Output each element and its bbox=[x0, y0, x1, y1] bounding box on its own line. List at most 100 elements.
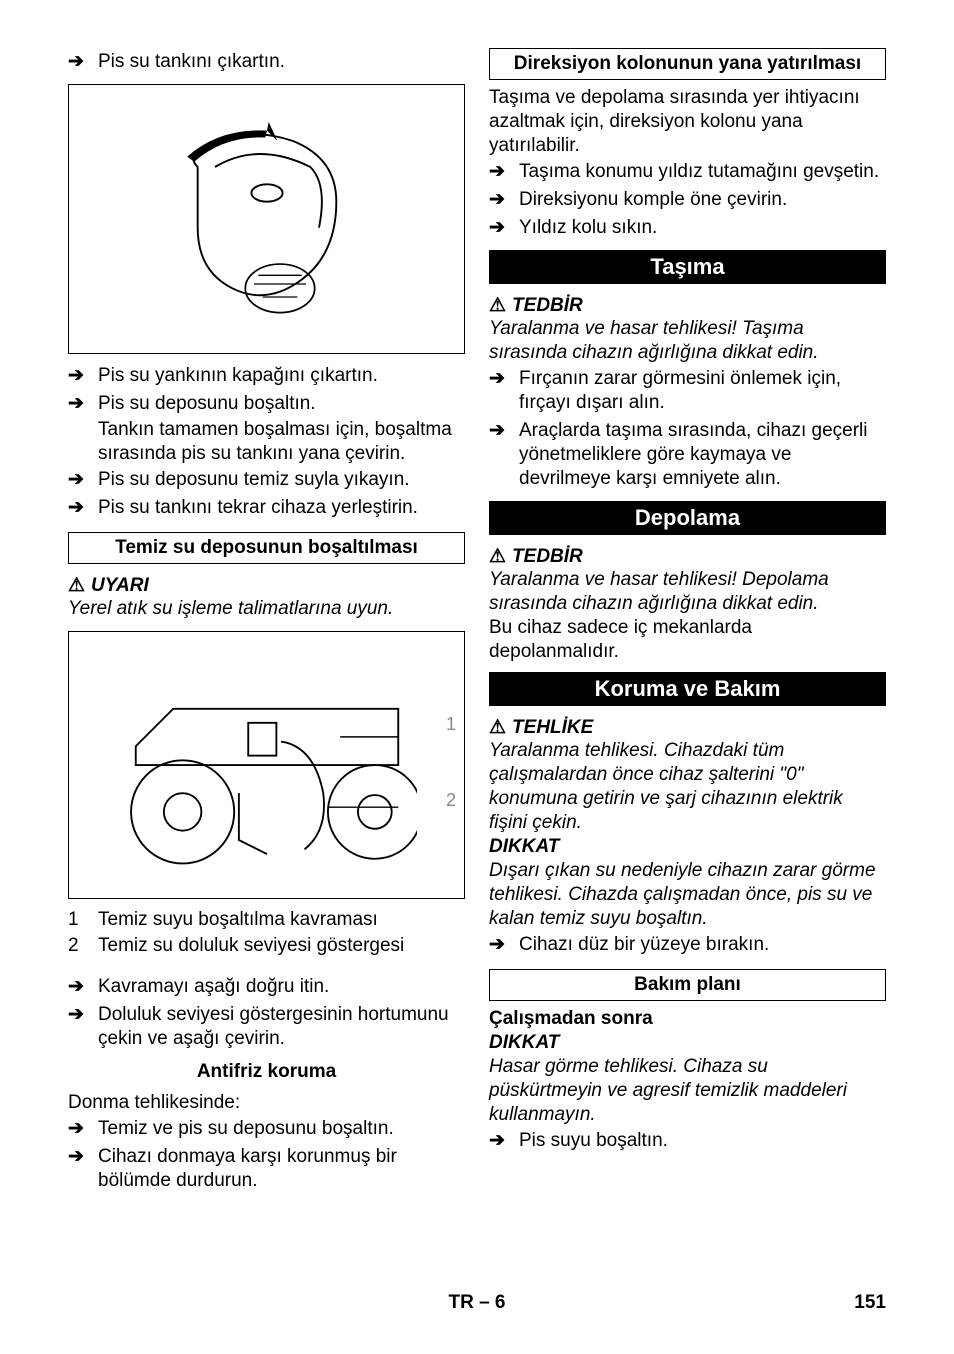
warning-label: UYARI bbox=[91, 575, 149, 596]
danger-text: Yaralanma tehlikesi. Cihazdaki tüm çalış… bbox=[489, 739, 886, 835]
arrow-icon: ➔ bbox=[489, 367, 519, 391]
section-care: Koruma ve Bakım bbox=[489, 672, 886, 706]
arrow-icon: ➔ bbox=[489, 933, 519, 957]
paragraph: Bu cihaz sadece iç mekanlarda depolanmal… bbox=[489, 616, 886, 664]
figure-drain: 1 2 bbox=[68, 631, 465, 899]
arrow-icon: ➔ bbox=[489, 1129, 519, 1153]
step-item: ➔ Pis suyu boşaltın. bbox=[489, 1129, 886, 1153]
step-text: Pis su deposunu temiz suyla yıkayın. bbox=[98, 468, 465, 492]
callout-2: 2 bbox=[446, 790, 456, 811]
step-text: Direksiyonu komple öne çevirin. bbox=[519, 188, 886, 212]
arrow-icon: ➔ bbox=[489, 188, 519, 212]
left-column: ➔ Pis su tankını çıkartın. bbox=[68, 48, 465, 1272]
danger-tehlike: ⚠ TEHLİKE bbox=[489, 716, 886, 739]
spacer bbox=[68, 959, 465, 973]
step-item: ➔ Taşıma konumu yıldız tutamağını gevşet… bbox=[489, 160, 886, 184]
caution-text: Yaralanma ve hasar tehlikesi! Depolama s… bbox=[489, 568, 886, 616]
warning-icon: ⚠ bbox=[489, 717, 506, 738]
step-item: ➔ Cihazı donmaya karşı korunmuş bir bölü… bbox=[68, 1145, 465, 1193]
warning-text: Yerel atık su işleme talimatlarına uyun. bbox=[68, 597, 465, 621]
arrow-icon: ➔ bbox=[68, 364, 98, 388]
columns: ➔ Pis su tankını çıkartın. bbox=[68, 48, 886, 1272]
page: ➔ Pis su tankını çıkartın. bbox=[0, 0, 954, 1354]
step-item: ➔ Araçlarda taşıma sırasında, cihazı geç… bbox=[489, 419, 886, 491]
figure-tank bbox=[68, 84, 465, 354]
section-storage: Depolama bbox=[489, 501, 886, 535]
paragraph: Taşıma ve depolama sırasında yer ihtiyac… bbox=[489, 86, 886, 158]
legend-num: 1 bbox=[68, 908, 98, 932]
legend-item: 2 Temiz su doluluk seviyesi göstergesi bbox=[68, 934, 465, 958]
step-item: ➔ Doluluk seviyesi göstergesinin hortumu… bbox=[68, 1003, 465, 1051]
subheading-steering: Direksiyon kolonunun yana yatırılması bbox=[489, 48, 886, 80]
subheading-antifreeze: Antifriz koruma bbox=[68, 1057, 465, 1087]
arrow-icon: ➔ bbox=[68, 1003, 98, 1027]
step-item: ➔ Pis su tankını çıkartın. bbox=[68, 50, 465, 74]
caution-tedbir: ⚠ TEDBİR bbox=[489, 545, 886, 568]
step-item: ➔ Fırçanın zarar görmesini önlemek için,… bbox=[489, 367, 886, 415]
arrow-icon: ➔ bbox=[68, 1117, 98, 1141]
frost-intro: Donma tehlikesinde: bbox=[68, 1091, 465, 1115]
step-item: ➔ Yıldız kolu sıkın. bbox=[489, 216, 886, 240]
tank-illustration-icon bbox=[137, 104, 397, 334]
step-text: Pis su deposunu boşaltın. bbox=[98, 392, 465, 416]
step-text: Kavramayı aşağı doğru itin. bbox=[98, 975, 465, 999]
attention-label: DIKKAT bbox=[489, 1031, 886, 1055]
step-item: ➔ Pis su yankının kapağını çıkartın. bbox=[68, 364, 465, 388]
after-work-heading: Çalışmadan sonra bbox=[489, 1007, 886, 1031]
step-text: Temiz ve pis su deposunu boşaltın. bbox=[98, 1117, 465, 1141]
attention-text: Hasar görme tehlikesi. Cihaza su püskürt… bbox=[489, 1055, 886, 1127]
step-text: Taşıma konumu yıldız tutamağını gevşetin… bbox=[519, 160, 886, 184]
legend-item: 1 Temiz suyu boşaltılma kavraması bbox=[68, 908, 465, 932]
step-text: Pis suyu boşaltın. bbox=[519, 1129, 886, 1153]
step-text: Doluluk seviyesi göstergesinin hortumunu… bbox=[98, 1003, 465, 1051]
arrow-icon: ➔ bbox=[489, 216, 519, 240]
caution-tedbir: ⚠ TEDBİR bbox=[489, 294, 886, 317]
legend-text: Temiz suyu boşaltılma kavraması bbox=[98, 908, 465, 932]
step-text: Pis su tankını tekrar cihaza yerleştirin… bbox=[98, 496, 465, 520]
arrow-icon: ➔ bbox=[68, 468, 98, 492]
step-item: ➔ Pis su tankını tekrar cihaza yerleştir… bbox=[68, 496, 465, 520]
drain-illustration-icon bbox=[117, 645, 417, 885]
arrow-icon: ➔ bbox=[489, 160, 519, 184]
arrow-icon: ➔ bbox=[68, 392, 98, 416]
step-text: Fırçanın zarar görmesini önlemek için, f… bbox=[519, 367, 886, 415]
warning-icon: ⚠ bbox=[68, 575, 85, 596]
step-text: Cihazı donmaya karşı korunmuş bir bölümd… bbox=[98, 1145, 465, 1193]
warning-icon: ⚠ bbox=[489, 295, 506, 316]
step-text: Yıldız kolu sıkın. bbox=[519, 216, 886, 240]
step-item: ➔ Cihazı düz bir yüzeye bırakın. bbox=[489, 933, 886, 957]
callout-1: 1 bbox=[446, 714, 456, 735]
page-number: 151 bbox=[854, 1292, 886, 1314]
step-item: ➔ Temiz ve pis su deposunu boşaltın. bbox=[68, 1117, 465, 1141]
subheading-freshwater: Temiz su deposunun boşaltılması bbox=[68, 532, 465, 564]
step-item: ➔ Direksiyonu komple öne çevirin. bbox=[489, 188, 886, 212]
caution-text: Yaralanma ve hasar tehlikesi! Taşıma sır… bbox=[489, 317, 886, 365]
warning-uyari: ⚠ UYARI bbox=[68, 574, 465, 597]
danger-label: TEHLİKE bbox=[512, 717, 593, 738]
step-continuation: Tankın tamamen boşalması için, boşaltma … bbox=[98, 418, 465, 466]
warning-icon: ⚠ bbox=[489, 546, 506, 567]
legend-num: 2 bbox=[68, 934, 98, 958]
arrow-icon: ➔ bbox=[68, 975, 98, 999]
caution-label: TEDBİR bbox=[512, 546, 583, 567]
step-item: ➔ Kavramayı aşağı doğru itin. bbox=[68, 975, 465, 999]
subheading-maintplan: Bakım planı bbox=[489, 969, 886, 1001]
caution-label: TEDBİR bbox=[512, 295, 583, 316]
right-column: Direksiyon kolonunun yana yatırılması Ta… bbox=[489, 48, 886, 1272]
attention-label: DIKKAT bbox=[489, 835, 886, 859]
attention-text: Dışarı çıkan su nedeniyle cihazın zarar … bbox=[489, 859, 886, 931]
page-footer: TR – 6 151 bbox=[68, 1272, 886, 1314]
arrow-icon: ➔ bbox=[68, 50, 98, 74]
step-text: Pis su tankını çıkartın. bbox=[98, 50, 465, 74]
step-text: Pis su yankının kapağını çıkartın. bbox=[98, 364, 465, 388]
step-item: ➔ Pis su deposunu boşaltın. bbox=[68, 392, 465, 416]
legend-text: Temiz su doluluk seviyesi göstergesi bbox=[98, 934, 465, 958]
step-text: Cihazı düz bir yüzeye bırakın. bbox=[519, 933, 886, 957]
step-text: Araçlarda taşıma sırasında, cihazı geçer… bbox=[519, 419, 886, 491]
footer-center: TR – 6 bbox=[448, 1292, 505, 1314]
step-item: ➔ Pis su deposunu temiz suyla yıkayın. bbox=[68, 468, 465, 492]
arrow-icon: ➔ bbox=[68, 496, 98, 520]
arrow-icon: ➔ bbox=[489, 419, 519, 443]
section-transport: Taşıma bbox=[489, 250, 886, 284]
arrow-icon: ➔ bbox=[68, 1145, 98, 1169]
